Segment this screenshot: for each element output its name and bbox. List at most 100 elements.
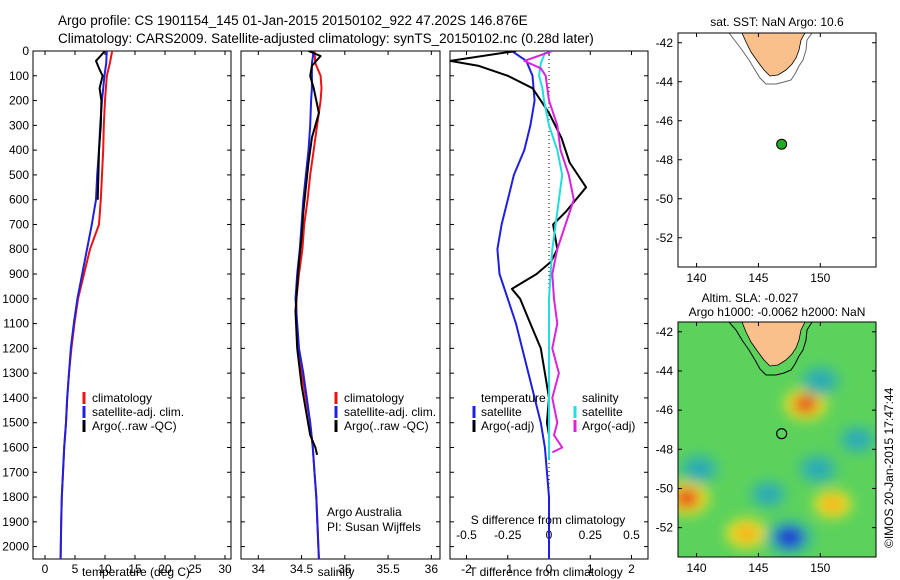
s-diff-tick-label: 0.25 [579, 528, 603, 542]
map-y-tick-label: -50 [656, 192, 674, 206]
y-tick-label: 1900 [2, 515, 29, 529]
y-tick-label: 900 [9, 267, 29, 281]
legend-label: climatology [92, 391, 152, 405]
series-line-salinity-satellite [538, 51, 564, 460]
y-tick-label: 1000 [2, 292, 29, 306]
y-tick-label: 100 [9, 69, 29, 83]
x-tick-label: 10 [98, 562, 112, 576]
temperature-xlabel: temperature (deg C) [82, 565, 190, 579]
sla-low-core [687, 459, 711, 479]
sla-high-core [678, 487, 700, 509]
map-x-tick-label: 145 [748, 271, 768, 285]
y-tick-label: 200 [9, 94, 29, 108]
y-tick-label: 1100 [3, 317, 29, 331]
sla-low-core [757, 485, 780, 504]
map-x-tick-label: 150 [810, 271, 830, 285]
legend-label: satellite-adj. clim. [92, 405, 184, 419]
map-y-tick-label: -48 [656, 153, 674, 167]
sst-map-title: sat. SST: NaN Argo: 10.6 [710, 15, 844, 29]
y-tick-label: 600 [9, 193, 29, 207]
sla-map-land [728, 322, 813, 376]
series-line-temperature-argo-adj- [450, 51, 588, 448]
series-line-argo-raw-qc- [294, 51, 322, 456]
difference-xlabel: T difference from climatology [469, 565, 623, 579]
map-y-tick-label: -46 [656, 403, 674, 417]
series-line-argo-raw-qc- [95, 51, 106, 200]
map-x-tick-label: 140 [687, 561, 707, 575]
series-line-temperature-satellite [496, 51, 550, 559]
y-tick-label: 700 [9, 217, 29, 231]
sla-high-core [821, 495, 844, 513]
salinity-legend: climatology satellite-adj. clim. Argo(..… [327, 391, 436, 534]
sst-map-axes: -42 -44 -46 -48 -50 -52 140 145 150 [656, 33, 876, 285]
header-line-1: Argo profile: CS 1901154_145 01-Jan-2015… [58, 13, 528, 28]
legend-label: satellite [582, 405, 623, 419]
sla-map-frame [677, 321, 877, 558]
series-line-climatology [295, 51, 323, 559]
temperature-plot: 0100200300400500600700800900100011001200… [2, 44, 232, 576]
series-group [294, 51, 323, 559]
salinity-xlabel: salinity [318, 565, 355, 579]
legend-label: Argo(..raw -QC) [344, 419, 429, 433]
temperature-panel-frame [32, 50, 232, 560]
map-y-tick-label: -44 [656, 364, 674, 378]
sla-map-200m-contour [728, 322, 813, 376]
y-tick-label: 2000 [2, 540, 29, 554]
sla-low-core [808, 371, 833, 391]
legend-label: Argo(..raw -QC) [92, 419, 177, 433]
y-tick-label: 400 [9, 143, 29, 157]
y-tick-label: 1200 [2, 341, 29, 355]
s-diff-tick-label: 0.5 [623, 528, 640, 542]
y-tick-label: 0 [22, 44, 29, 58]
map-y-tick-label: -52 [656, 521, 674, 535]
y-tick-label: 1300 [2, 366, 29, 380]
sla-map-axes: -42 -44 -46 -48 -50 -52 140 145 150 [656, 322, 876, 575]
sla-heatmap [678, 365, 876, 557]
map-y-tick-label: -50 [656, 481, 674, 495]
salinity-plot: 34 34.5 35 35.5 36 [241, 50, 440, 576]
y-tick-label: 1700 [2, 465, 29, 479]
x-tick-label: 30 [218, 562, 232, 576]
x-tick-label: 36 [425, 562, 439, 576]
x-tick-label: 1 [587, 562, 594, 576]
x-tick-label: 20 [158, 562, 172, 576]
imos-watermark: ©IMOS 20-Jan-2015 17:47:44 [882, 387, 896, 548]
map-y-tick-label: -52 [656, 231, 674, 245]
sst-map-frame [677, 32, 877, 268]
legend-title-salinity: salinity [582, 391, 619, 405]
salinity-panel-frame [240, 50, 441, 560]
map-y-tick-label: -42 [656, 325, 674, 339]
s-difference-axis-label: S difference from climatology [471, 513, 626, 527]
sst-map-land [728, 33, 813, 85]
x-tick-label: 5 [72, 562, 79, 576]
y-tick-label: 1800 [2, 490, 29, 504]
tasmania-land [741, 33, 806, 77]
argo-float-marker [776, 428, 788, 440]
sla-high-core [734, 524, 758, 543]
y-tick-label: 800 [9, 242, 29, 256]
series-group [59, 51, 114, 559]
x-tick-label: 35.5 [376, 562, 400, 576]
x-tick-label: 35 [338, 562, 352, 576]
map-x-tick-label: 140 [687, 271, 707, 285]
legend-label: climatology [344, 391, 404, 405]
s-diff-tick-label: -0.5 [456, 528, 477, 542]
sla-field [678, 365, 876, 557]
x-tick-label: 2 [628, 562, 635, 576]
sla-low-core [846, 430, 869, 449]
sst-map-200m-contour [728, 33, 813, 85]
map-y-tick-label: -44 [656, 75, 674, 89]
y-tick-label: 1400 [2, 391, 29, 405]
salinity-annotation-line2: PI: Susan Wijffels [327, 520, 421, 534]
map-y-tick-label: -48 [656, 442, 674, 456]
header-line-2: Climatology: CARS2009. Satellite-adjuste… [58, 31, 594, 46]
legend-label: Argo(-adj) [481, 419, 534, 433]
temperature-legend: climatology satellite-adj. clim. Argo(..… [82, 391, 184, 433]
y-tick-label: 1500 [2, 416, 29, 430]
sla-low-core [774, 525, 805, 549]
legend-label: Argo(-adj) [582, 419, 635, 433]
legend-title-temperature: temperature [481, 391, 546, 405]
sla-high-core [792, 394, 819, 415]
y-tick-label: 1600 [2, 440, 29, 454]
legend-label: satellite-adj. clim. [344, 405, 436, 419]
